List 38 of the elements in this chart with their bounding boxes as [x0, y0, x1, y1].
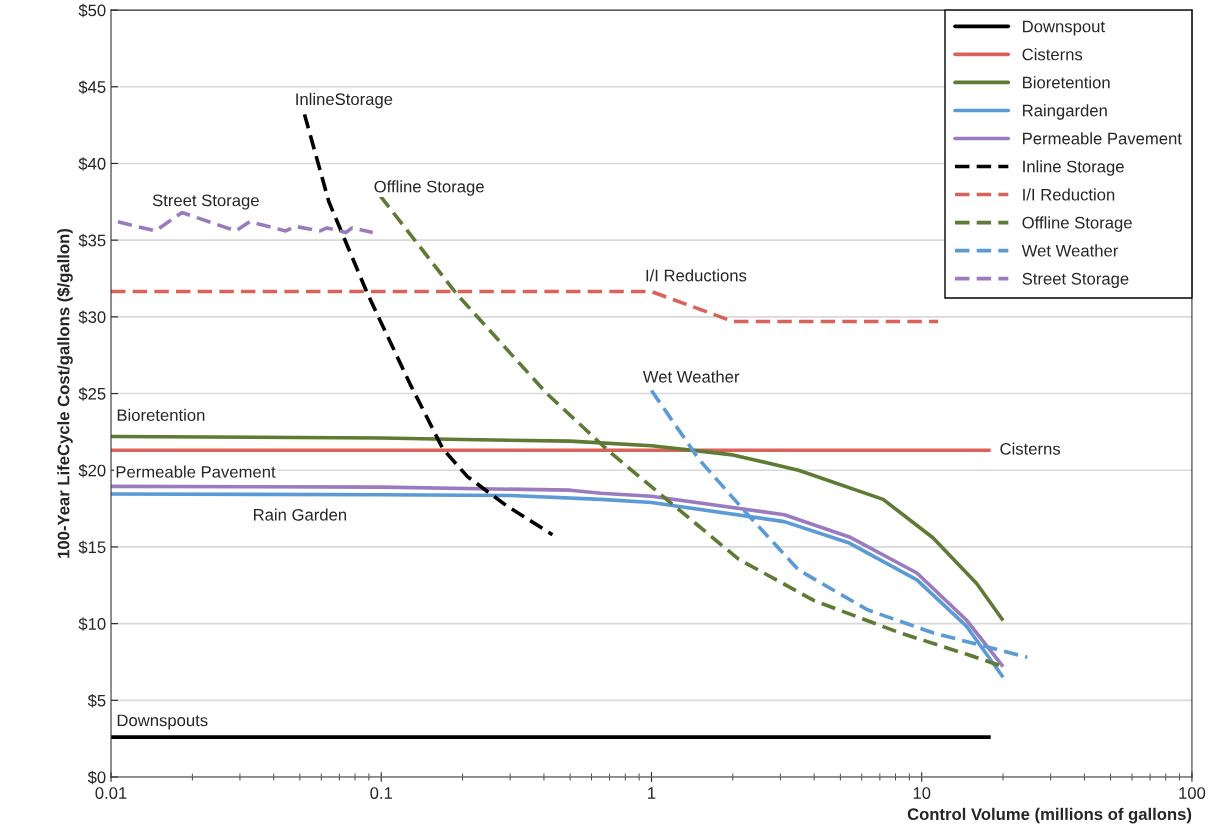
annotation: InlineStorage: [296, 92, 393, 109]
y-tick-label: $50: [78, 3, 106, 18]
legend-label: Wet Weather: [1021, 244, 1119, 257]
y-tick-label: $10: [78, 617, 106, 631]
legend-label: Downspout: [1023, 20, 1105, 36]
legend-label: Inline Storage: [1023, 160, 1124, 176]
y-tick-label: $45: [78, 80, 106, 94]
x-tick-label: 0.01: [95, 787, 127, 799]
legend-label: I/I Reduction: [1023, 188, 1115, 201]
annotation: Downspouts: [117, 714, 208, 730]
x-tick-label: 10: [913, 787, 931, 799]
y-tick-label: $30: [78, 310, 106, 325]
y-tick-label: $35: [78, 233, 106, 248]
y-axis-title: 100-Year LifeCycle Cost/gallons ($/gallon): [56, 229, 73, 558]
y-tick-label: $15: [78, 540, 106, 555]
x-axis-title: Control Volume (millions of gallons): [907, 807, 1192, 824]
annotation: Wet Weather: [642, 370, 740, 383]
annotation: Bioretention: [117, 408, 205, 422]
x-tick-label: 100: [1179, 787, 1206, 799]
annotation: Cisterns: [1000, 442, 1061, 455]
annotation: Rain Garden: [253, 508, 347, 521]
legend-label: Offline Storage: [1022, 216, 1132, 232]
legend-label: Street Storage: [1022, 272, 1129, 288]
annotation: I/I Reductions: [646, 269, 747, 282]
legend-label: Cisterns: [1022, 48, 1083, 61]
annotation: Permeable Pavement: [116, 465, 276, 478]
annotation: Street Storage: [152, 194, 259, 210]
y-tick-label: $40: [78, 157, 106, 171]
x-tick-label: 1: [648, 787, 656, 799]
y-tick-label: $25: [78, 387, 106, 401]
legend-label: Bioretention: [1023, 76, 1110, 89]
x-tick-label: 0.1: [370, 787, 393, 799]
legend-label: Raingarden: [1023, 104, 1107, 120]
y-tick-label: $0: [87, 770, 106, 785]
annotation: Offline Storage: [374, 180, 484, 196]
y-tick-label: $20: [78, 463, 106, 478]
y-tick-label: $5: [87, 694, 106, 708]
legend-label: Permeable Pavement: [1023, 132, 1182, 145]
